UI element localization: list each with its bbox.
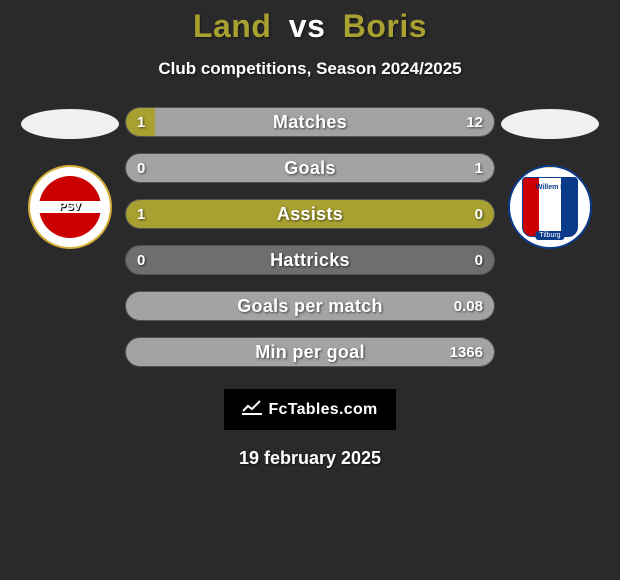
right-club-label: Willem II <box>536 184 564 191</box>
player2-name: Boris <box>343 8 427 44</box>
player1-name: Land <box>193 8 271 44</box>
chart-icon <box>242 399 262 420</box>
main-row: PSV 1 Matches 12 0 Goals 1 1 Assists 0 0 Hattricks… <box>0 101 620 367</box>
stat-label: Assists <box>277 204 343 225</box>
stat-value-right: 0 <box>475 252 483 269</box>
stats-list: 1 Matches 12 0 Goals 1 1 Assists 0 0 Hattricks 0 Goa… <box>125 107 495 367</box>
stat-value-right: 1 <box>475 160 483 177</box>
stat-label: Matches <box>273 112 347 133</box>
stat-label: Min per goal <box>255 342 365 363</box>
left-club-badge: PSV <box>28 165 112 249</box>
subtitle: Club competitions, Season 2024/2025 <box>158 59 461 79</box>
brand-badge: FcTables.com <box>224 389 395 430</box>
stat-label: Goals <box>284 158 336 179</box>
left-flag-icon <box>21 109 119 139</box>
left-col: PSV <box>15 101 125 249</box>
stat-value-right: 1366 <box>450 344 483 361</box>
stat-label: Goals per match <box>237 296 383 317</box>
stat-row: 1 Matches 12 <box>125 107 495 137</box>
crown-icon: ♛ <box>544 165 557 172</box>
stat-value-left: 1 <box>137 206 145 223</box>
stat-value-right: 0 <box>475 206 483 223</box>
vs-label: vs <box>289 8 326 44</box>
stat-row: 1 Assists 0 <box>125 199 495 229</box>
stat-row: Min per goal 1366 <box>125 337 495 367</box>
right-club-badge: ♛ Willem II Tilburg <box>508 165 592 249</box>
brand-text: FcTables.com <box>268 401 377 419</box>
title: Land vs Boris <box>193 8 427 45</box>
stat-value-right: 12 <box>466 114 483 131</box>
stat-label: Hattricks <box>270 250 350 271</box>
right-flag-icon <box>501 109 599 139</box>
stat-row: 0 Goals 1 <box>125 153 495 183</box>
right-club-city: Tilburg <box>535 231 564 240</box>
right-col: ♛ Willem II Tilburg <box>495 101 605 249</box>
right-club-shield: Willem II Tilburg <box>522 177 578 237</box>
stat-row: 0 Hattricks 0 <box>125 245 495 275</box>
stat-value-left: 0 <box>137 252 145 269</box>
left-club-label: PSV <box>59 201 81 213</box>
stat-value-left: 1 <box>137 114 145 131</box>
comparison-card: Land vs Boris Club competitions, Season … <box>0 0 620 580</box>
stat-value-right: 0.08 <box>454 298 483 315</box>
footer-date: 19 february 2025 <box>239 448 381 469</box>
stat-value-left: 0 <box>137 160 145 177</box>
stat-row: Goals per match 0.08 <box>125 291 495 321</box>
